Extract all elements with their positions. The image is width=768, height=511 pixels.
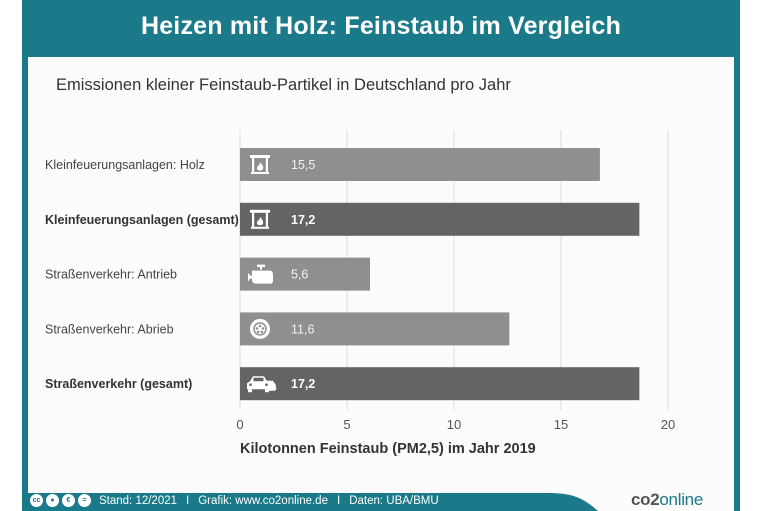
value-label: 15,5 [291,158,315,172]
x-tick-label: 20 [661,417,675,432]
value-label: 5,6 [291,268,308,282]
category-label: Kleinfeuerungsanlagen: Holz [45,158,205,172]
footer-grafik: Grafik: www.co2online.de [198,495,328,507]
bar [240,367,640,401]
engine-icon [248,264,273,284]
chart-subtitle: Emissionen kleiner Feinstaub-Partikel in… [56,76,511,94]
x-tick-label: 15 [554,417,568,432]
logo-online: online [659,490,703,509]
nd-icon: = [78,494,91,507]
license-icons: cc ● € = [30,494,91,507]
bar [240,312,510,346]
x-tick-label: 10 [447,417,461,432]
co2online-logo: co2online [631,490,703,510]
value-label: 17,2 [291,213,315,227]
footer-separator: I [186,495,190,507]
value-label: 11,6 [291,322,314,336]
footer-separator: I [336,495,341,507]
x-tick-label: 0 [236,417,243,432]
by-icon: ● [46,494,59,507]
page-title: Heizen mit Holz: Feinstaub im Vergleich [140,12,622,40]
category-label: Kleinfeuerungsanlagen (gesamt) [45,213,239,227]
tire-icon [250,318,270,339]
logo-co2: co2 [631,490,660,509]
category-label: Straßenverkehr: Abrieb [45,322,174,336]
footer-wave [28,493,598,511]
cars-icon [247,376,278,393]
footer-credits: Stand: 12/2021 I Grafik: www.co2online.de I… [99,493,439,511]
value-label: 17,2 [291,377,315,391]
category-label: Straßenverkehr: Antrieb [45,268,177,282]
cc-icon: cc [30,494,43,507]
category-label: Straßenverkehr (gesamt) [45,377,192,391]
x-tick-label: 5 [343,417,350,432]
fireplace-icon [250,155,270,174]
bar [240,148,600,181]
nc-icon: € [62,494,75,507]
bar-chart: Kleinfeuerungsanlagen: Holz 15,5 Kleinfeue… [45,130,675,457]
footer-daten: Daten: UBA/BMU [349,495,439,507]
chart-panel [28,57,734,493]
footer-stand: Stand: 12/2021 [99,495,178,507]
fireplace-icon [250,209,270,229]
x-axis-title: Kilotonnen Feinstaub (PM2,5) im Jahr 201… [240,441,536,457]
bar [240,202,640,236]
